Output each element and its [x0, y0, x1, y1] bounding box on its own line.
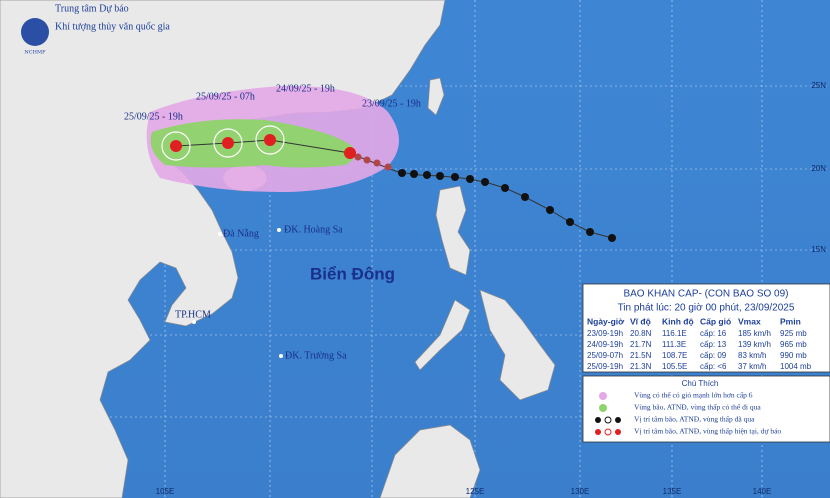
table-header: Cấp gió [700, 316, 731, 326]
info-title: BAO KHAN CAP- (CON BAO SO 09) [623, 289, 788, 300]
lat-label: 15N [811, 245, 826, 254]
table-cell: 21.3N [630, 362, 652, 371]
table-cell: 24/09-19h [587, 340, 623, 349]
table-cell: 965 mb [780, 340, 807, 349]
table-cell: 20.8N [630, 329, 652, 338]
table-cell: 108.7E [662, 351, 687, 360]
table-cell: 25/09-19h [587, 362, 623, 371]
info-issued: Tin phát lúc: 20 giờ 00 phút, 23/09/2025 [618, 303, 795, 314]
agency: Trung tâm Dự báo [55, 3, 129, 14]
legend-box: Chú Thích Vùng có thể có gió mạnh lớn hơ… [582, 375, 830, 443]
table-cell: 1004 mb [780, 362, 812, 371]
lon-label: 125E [466, 487, 485, 496]
table-cell: 139 km/h [738, 340, 771, 349]
legend-item: Vị trí tâm bão, ATNĐ, vùng thấp đã qua [634, 415, 755, 424]
agency: Khí tượng thủy văn quốc gia [55, 21, 170, 32]
table-cell: 21.7N [630, 340, 652, 349]
table-cell: 105.5E [662, 362, 687, 371]
legend-item: Vị trí tâm bão, ATNĐ, vùng thấp hiện tại… [634, 427, 781, 436]
lat-label: 25N [811, 81, 826, 90]
sea-name: Biển Đông [310, 264, 395, 283]
lat-label: 20N [811, 164, 826, 173]
logo: NCHMF [21, 18, 49, 56]
table-cell: 37 km/h [738, 362, 766, 371]
table-cell: cấp: <6 [700, 362, 727, 371]
lon-label: 105E [156, 487, 175, 496]
table-cell: 111.3E [662, 340, 686, 349]
place: TP.HCM [175, 309, 211, 320]
place: ĐK. Trường Sa [285, 350, 347, 361]
info-box: BAO KHAN CAP- (CON BAO SO 09) Tin phát l… [582, 283, 830, 373]
table-header: Pmin [780, 316, 801, 326]
table-cell: 21.5N [630, 351, 652, 360]
track-label: 24/09/25 - 19h [276, 83, 335, 94]
table-cell: cấp: 09 [700, 351, 727, 360]
track-label: 25/09/25 - 19h [124, 111, 183, 122]
table-header: Ngày-giờ [587, 316, 625, 326]
place: Đà Nẵng [223, 228, 259, 239]
track-label: 25/09/25 - 07h [196, 91, 255, 102]
table-cell: 23/09-19h [587, 329, 623, 338]
legend-title: Chú Thích [682, 379, 719, 388]
lon-label: 130E [571, 487, 590, 496]
table-cell: 990 mb [780, 351, 807, 360]
place: ĐK. Hoàng Sa [284, 224, 343, 235]
table-cell: cấp: 16 [700, 329, 727, 338]
table-header: Vmax [738, 316, 761, 326]
table-cell: 116.1E [662, 329, 687, 338]
table-header: Vĩ độ [630, 316, 651, 326]
table-cell: 185 km/h [738, 329, 771, 338]
lon-label: 140E [753, 487, 772, 496]
table-cell: 83 km/h [738, 351, 766, 360]
legend-item: Vùng có thể có gió mạnh lớn hơn cấp 6 [634, 391, 753, 400]
logo-text: NCHMF [24, 50, 46, 56]
track-label: 23/09/25 - 19h [362, 98, 421, 109]
track [161, 125, 616, 242]
table-cell: cấp: 13 [700, 340, 727, 349]
lon-label: 135E [663, 487, 682, 496]
legend-item: Vùng bão, ATNĐ, vùng thấp có thể đi qua [634, 403, 761, 412]
lon-labels: 105E 125E 130E 135E 140E [156, 487, 772, 496]
table-header: Kinh độ [662, 316, 694, 326]
table-cell: 925 mb [780, 329, 807, 338]
table-cell: 25/09-07h [587, 351, 623, 360]
